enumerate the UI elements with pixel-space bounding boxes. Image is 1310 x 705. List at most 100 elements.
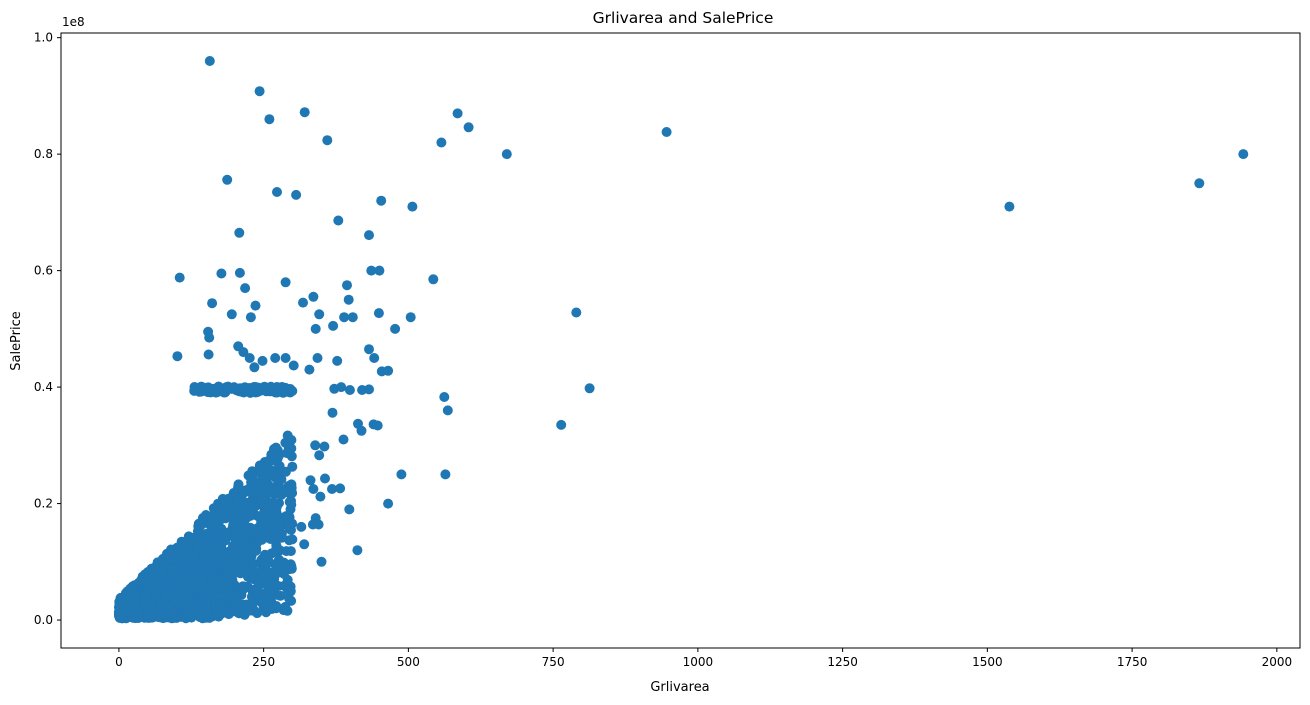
data-point — [356, 425, 367, 436]
data-point — [312, 353, 323, 363]
data-point — [281, 546, 292, 557]
data-point — [222, 569, 233, 580]
data-point — [247, 466, 258, 477]
data-point — [264, 114, 275, 125]
data-point — [463, 122, 474, 133]
data-point — [216, 268, 227, 279]
data-point — [1004, 201, 1015, 212]
data-point — [310, 440, 321, 451]
data-point — [140, 588, 151, 598]
data-point — [154, 579, 165, 590]
data-point — [281, 448, 292, 459]
data-point — [374, 265, 385, 276]
data-point — [259, 520, 270, 531]
data-point — [195, 612, 205, 623]
data-point — [364, 344, 374, 355]
data-point — [286, 435, 297, 445]
x-tick-label: 1250 — [827, 655, 858, 669]
data-point — [373, 308, 384, 319]
data-point — [177, 597, 188, 608]
chart-title: Grlivarea and SalePrice — [593, 9, 774, 27]
data-point — [188, 551, 199, 562]
data-point — [369, 353, 380, 363]
data-point — [203, 545, 214, 555]
data-point — [239, 558, 250, 569]
data-point — [212, 609, 223, 620]
data-point — [556, 419, 567, 430]
data-point — [245, 312, 256, 323]
data-point — [210, 383, 221, 394]
data-point — [232, 564, 243, 575]
data-point — [308, 291, 319, 302]
data-point — [280, 353, 291, 363]
data-point — [262, 603, 273, 614]
data-point — [238, 526, 248, 537]
data-point — [231, 595, 242, 606]
data-point — [299, 107, 310, 118]
data-point — [248, 597, 259, 608]
data-point — [287, 534, 298, 545]
x-tick-label: 500 — [397, 655, 420, 669]
data-point — [118, 600, 129, 611]
data-point — [168, 564, 179, 575]
data-point — [252, 608, 263, 619]
data-point — [250, 300, 261, 311]
data-point — [305, 475, 316, 486]
data-point — [220, 530, 231, 541]
data-point — [372, 420, 383, 431]
data-point — [286, 563, 297, 574]
data-point — [234, 267, 245, 278]
data-point — [333, 215, 344, 226]
data-point — [1194, 178, 1205, 189]
data-point — [265, 381, 276, 392]
data-point — [571, 307, 582, 318]
data-point — [229, 503, 240, 514]
data-point — [207, 298, 218, 309]
data-point — [407, 201, 418, 212]
x-tick-label: 0 — [115, 655, 123, 669]
data-point — [347, 312, 358, 323]
data-point — [204, 56, 215, 66]
data-point — [220, 513, 231, 524]
data-point — [257, 479, 267, 490]
data-point — [245, 510, 256, 521]
data-point — [383, 498, 394, 509]
data-point — [266, 449, 277, 460]
x-axis-title: Grlivarea — [650, 680, 709, 695]
data-point — [332, 355, 343, 366]
y-axis-title: SalePrice — [9, 311, 24, 371]
data-point — [271, 602, 282, 613]
data-point — [151, 589, 162, 600]
data-point — [168, 608, 179, 619]
data-point — [217, 504, 228, 514]
x-tick-label: 750 — [542, 655, 565, 669]
data-point — [260, 549, 270, 560]
data-point — [322, 135, 333, 146]
data-point — [405, 312, 416, 323]
data-point — [233, 608, 244, 619]
data-point — [147, 610, 157, 621]
data-point — [196, 381, 207, 392]
data-point — [256, 534, 267, 545]
data-point — [144, 568, 155, 578]
data-point — [396, 469, 407, 480]
data-point — [202, 563, 213, 574]
data-point — [155, 601, 166, 612]
data-point — [115, 612, 125, 622]
data-point — [364, 230, 374, 241]
data-point — [342, 280, 352, 291]
data-point — [222, 592, 233, 603]
y-tick-label: 1.0 — [34, 31, 53, 45]
data-point — [291, 189, 302, 200]
data-point — [238, 584, 249, 595]
data-point — [249, 362, 260, 373]
data-point — [232, 550, 243, 561]
data-point — [175, 579, 186, 590]
y-tick-label: 0.4 — [34, 380, 53, 394]
y-tick-label: 0.2 — [34, 497, 53, 511]
data-point — [261, 588, 272, 599]
data-point — [344, 504, 355, 515]
data-point — [314, 309, 325, 320]
data-point — [224, 554, 235, 565]
data-point — [237, 537, 248, 548]
